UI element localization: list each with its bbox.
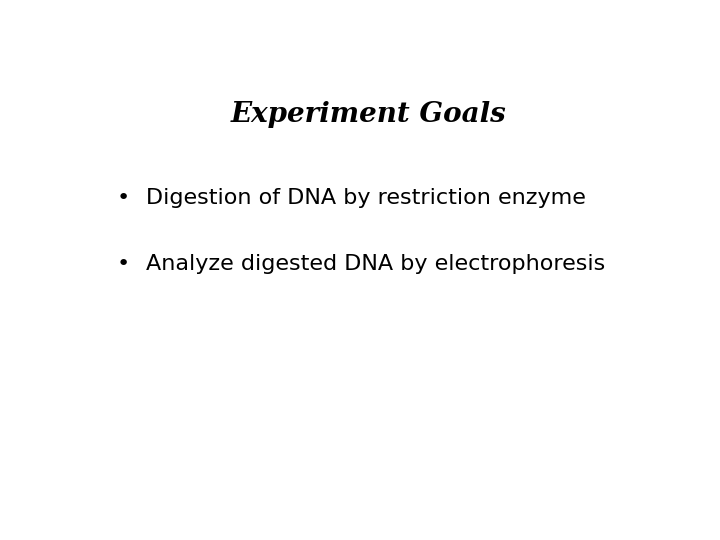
Text: Experiment Goals: Experiment Goals xyxy=(231,101,507,128)
Text: Analyze digested DNA by electrophoresis: Analyze digested DNA by electrophoresis xyxy=(145,254,605,274)
Text: Digestion of DNA by restriction enzyme: Digestion of DNA by restriction enzyme xyxy=(145,188,585,208)
Text: •: • xyxy=(117,254,130,274)
Text: •: • xyxy=(117,188,130,208)
